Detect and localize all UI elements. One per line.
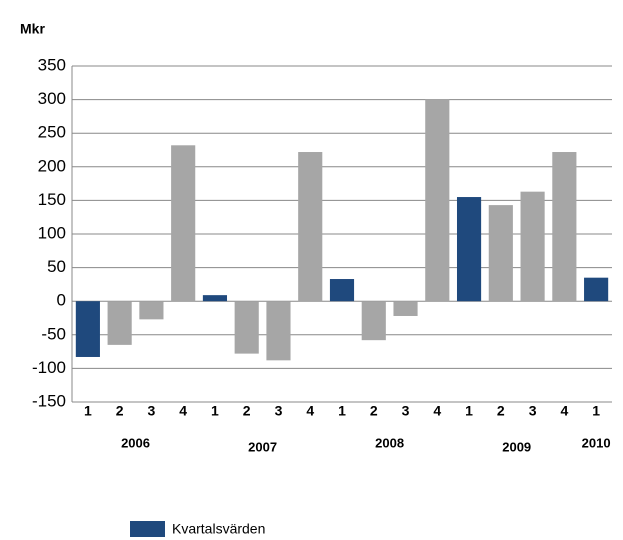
x-tick-label: 4	[179, 403, 187, 419]
y-tick-label: 0	[57, 291, 66, 310]
x-tick-label: 1	[338, 403, 346, 419]
x-group-label: 2009	[502, 439, 531, 454]
bar	[584, 277, 609, 302]
bar	[75, 301, 100, 357]
bar	[456, 197, 482, 302]
bar	[552, 152, 577, 302]
x-tick-label: 4	[433, 403, 441, 419]
x-tick-label: 1	[592, 403, 600, 419]
bar	[234, 301, 259, 354]
bar	[488, 205, 513, 302]
x-tick-label: 2	[116, 403, 124, 419]
bar	[329, 279, 355, 302]
y-tick-label: 200	[38, 156, 66, 175]
legend-label: Kvartalsvärden	[172, 521, 265, 537]
bar	[202, 295, 228, 302]
bar	[266, 301, 291, 361]
x-tick-label: 3	[148, 403, 156, 419]
bar	[298, 152, 323, 302]
legend-swatch	[130, 521, 165, 537]
y-tick-label: -150	[32, 391, 66, 410]
x-group-label: 2006	[121, 435, 150, 450]
x-tick-label: 2	[243, 403, 251, 419]
x-tick-label: 4	[306, 403, 314, 419]
bar	[107, 301, 132, 345]
bar	[171, 145, 196, 302]
x-tick-label: 1	[465, 403, 473, 419]
x-tick-label: 2	[497, 403, 505, 419]
x-tick-label: 1	[84, 403, 92, 419]
y-tick-label: 250	[38, 123, 66, 142]
bar	[139, 301, 164, 320]
x-tick-label: 1	[211, 403, 219, 419]
x-tick-label: 3	[402, 403, 410, 419]
x-tick-label: 2	[370, 403, 378, 419]
x-group-label: 2010	[582, 435, 611, 450]
chart-title: Mkr	[20, 21, 45, 37]
x-group-label: 2007	[248, 439, 277, 454]
x-group-label: 2008	[375, 435, 404, 450]
bar	[520, 191, 545, 302]
y-tick-label: 150	[38, 190, 66, 209]
y-tick-label: 350	[38, 55, 66, 74]
y-tick-label: 100	[38, 223, 66, 242]
bar	[361, 301, 386, 341]
y-tick-label: 300	[38, 89, 66, 108]
y-tick-label: -50	[41, 324, 66, 343]
x-tick-label: 4	[560, 403, 568, 419]
bar	[425, 99, 450, 302]
x-tick-label: 3	[529, 403, 537, 419]
bar	[393, 301, 418, 316]
y-tick-label: -100	[32, 358, 66, 377]
y-tick-label: 50	[47, 257, 66, 276]
x-tick-label: 3	[275, 403, 283, 419]
